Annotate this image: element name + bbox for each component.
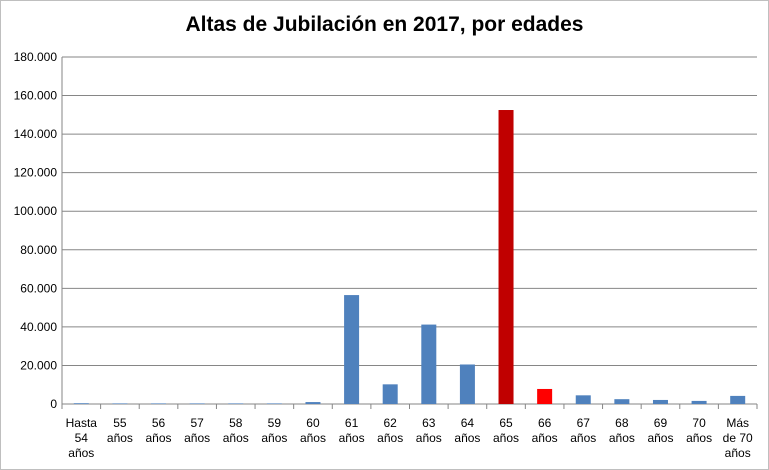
x-tick-label: 65 (499, 416, 513, 430)
y-tick-label: 80.000 (20, 243, 57, 257)
x-tick-label: 54 (75, 431, 89, 445)
y-tick-label: 100.000 (14, 204, 58, 218)
x-tick-label: años (570, 431, 596, 445)
x-tick-label: 69 (654, 416, 668, 430)
bar (112, 403, 128, 404)
y-tick-label: 20.000 (20, 358, 57, 372)
y-tick-label: 160.000 (14, 89, 58, 103)
x-tick-label: 61 (345, 416, 359, 430)
x-tick-label: años (377, 431, 403, 445)
x-tick-label: años (146, 431, 172, 445)
bar (266, 403, 282, 404)
y-tick-label: 0 (50, 397, 57, 411)
y-tick-label: 140.000 (14, 127, 58, 141)
x-tick-label: 68 (615, 416, 629, 430)
x-tick-label: años (416, 431, 442, 445)
bar (537, 388, 553, 404)
bar (575, 395, 591, 404)
bar (305, 402, 321, 404)
bar (614, 399, 630, 404)
x-tick-label: años (184, 431, 210, 445)
x-tick-label: años (454, 431, 480, 445)
bar (691, 400, 707, 404)
bar (652, 399, 668, 404)
x-tick-label: Más (726, 416, 749, 430)
y-tick-label: 180.000 (14, 50, 58, 64)
x-tick-label: años (68, 446, 94, 460)
x-tick-label: 64 (461, 416, 475, 430)
x-tick-label: 60 (306, 416, 320, 430)
x-tick-label: años (339, 431, 365, 445)
x-tick-label: 55 (113, 416, 127, 430)
x-tick-label: años (261, 431, 287, 445)
x-tick-label: Hasta (66, 416, 98, 430)
bar (498, 110, 514, 404)
x-tick-label: 62 (384, 416, 398, 430)
bar (421, 324, 437, 404)
x-tick-label: años (609, 431, 635, 445)
bar (73, 403, 89, 404)
bar (344, 295, 360, 404)
y-tick-label: 120.000 (14, 166, 58, 180)
x-tick-label: 63 (422, 416, 436, 430)
x-tick-label: años (647, 431, 673, 445)
x-tick-label: de 70 (723, 431, 753, 445)
bar (382, 384, 398, 404)
chart-title: Altas de Jubilación en 2017, por edades (185, 13, 584, 36)
x-tick-label: años (107, 431, 133, 445)
x-tick-label: años (725, 446, 751, 460)
x-tick-label: años (532, 431, 558, 445)
x-tick-label: 58 (229, 416, 243, 430)
bar (730, 395, 746, 404)
x-tick-label: 66 (538, 416, 552, 430)
y-tick-label: 60.000 (20, 281, 57, 295)
bar (459, 364, 475, 404)
x-tick-label: años (223, 431, 249, 445)
x-tick-label: años (300, 431, 326, 445)
bar (151, 403, 167, 404)
x-tick-label: años (686, 431, 712, 445)
bar (228, 403, 244, 404)
x-tick-label: años (493, 431, 519, 445)
x-tick-label: 67 (577, 416, 591, 430)
x-tick-label: 56 (152, 416, 166, 430)
x-tick-label: 59 (268, 416, 282, 430)
y-tick-label: 40.000 (20, 320, 57, 334)
bar (189, 403, 205, 404)
x-tick-label: 70 (692, 416, 706, 430)
x-tick-label: 57 (190, 416, 204, 430)
